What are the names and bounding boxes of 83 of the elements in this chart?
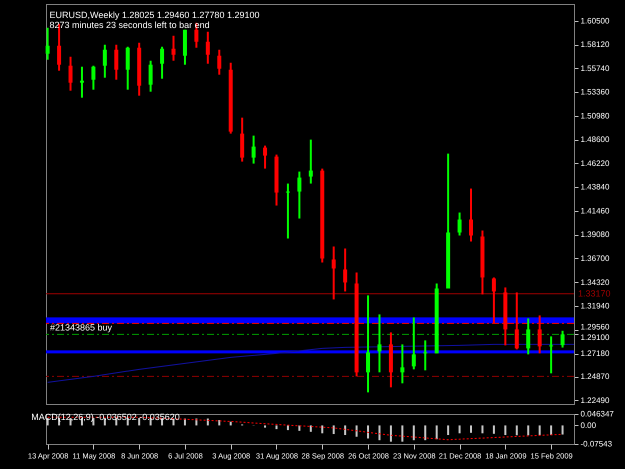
bar bbox=[470, 425, 472, 433]
bar bbox=[458, 425, 461, 434]
candlestick bbox=[68, 56, 73, 92]
bar bbox=[550, 425, 552, 436]
bar bbox=[275, 425, 278, 430]
candlestick bbox=[469, 188, 474, 243]
candlestick bbox=[458, 212, 462, 237]
candlestick bbox=[160, 46, 164, 80]
y-tick-label: 1.50980 bbox=[580, 111, 610, 120]
y-tick-label: 1.31940 bbox=[580, 302, 610, 311]
bar bbox=[562, 425, 564, 435]
bar bbox=[390, 425, 392, 442]
y-tick-label: 1.41460 bbox=[580, 206, 610, 216]
bar bbox=[436, 425, 438, 440]
y-tick-label: 1.22490 bbox=[580, 396, 610, 405]
bar bbox=[424, 425, 426, 440]
bar bbox=[527, 425, 530, 436]
candlestick bbox=[343, 247, 348, 292]
bar bbox=[378, 425, 380, 440]
candlestick bbox=[377, 313, 382, 374]
ref-line-label: #21343865 buy bbox=[50, 322, 113, 332]
y-tick-label: 1.53360 bbox=[580, 88, 610, 97]
candlestick bbox=[366, 294, 370, 394]
candlestick bbox=[206, 30, 210, 65]
bar bbox=[218, 420, 220, 426]
bar bbox=[481, 425, 484, 434]
candlestick bbox=[252, 134, 256, 165]
candlestick bbox=[560, 330, 565, 349]
y-tick-label: 1.24870 bbox=[580, 372, 610, 382]
candlestick bbox=[308, 138, 313, 185]
bar bbox=[356, 425, 358, 437]
candlestick bbox=[263, 144, 268, 170]
y-tick-label: 1.58120 bbox=[580, 40, 610, 50]
y-tick-label: 1.46220 bbox=[580, 158, 610, 168]
candlestick bbox=[400, 343, 404, 384]
y-tick-label: 1.29560 bbox=[580, 322, 610, 332]
bar bbox=[401, 425, 404, 442]
y-tick-label: 0.00 bbox=[580, 420, 597, 430]
candlestick bbox=[549, 335, 554, 374]
bar bbox=[447, 425, 450, 436]
bar bbox=[492, 425, 495, 434]
candlestick bbox=[114, 44, 118, 81]
y-tick-label: 1.39080 bbox=[580, 230, 610, 240]
candlestick bbox=[217, 48, 222, 76]
bar bbox=[412, 425, 415, 440]
candlestick bbox=[80, 66, 84, 99]
candlestick bbox=[240, 116, 244, 163]
bar bbox=[310, 425, 312, 432]
bar bbox=[538, 425, 541, 436]
bar bbox=[230, 422, 232, 426]
bar bbox=[516, 425, 518, 436]
y-tick-label: 1.27180 bbox=[580, 349, 610, 358]
bar bbox=[344, 425, 346, 436]
y-tick-label: 1.55740 bbox=[580, 64, 610, 73]
y-tick-label: 1.34320 bbox=[580, 278, 610, 287]
y-tick-label: 1.29100 bbox=[580, 332, 610, 342]
bar bbox=[298, 425, 300, 431]
candlestick bbox=[423, 339, 428, 372]
y-tick-label: 1.60500 bbox=[580, 16, 610, 26]
candlestick bbox=[332, 245, 336, 300]
bar bbox=[286, 425, 289, 430]
candlestick bbox=[46, 26, 50, 61]
bar bbox=[321, 425, 324, 434]
candlestick bbox=[526, 317, 530, 356]
candlestick bbox=[102, 44, 107, 79]
candlestick bbox=[286, 182, 290, 240]
bar bbox=[504, 425, 506, 436]
candlestick bbox=[148, 60, 153, 93]
y-tick-label: 1.36700 bbox=[580, 254, 610, 263]
line-series bbox=[47, 344, 574, 383]
candlestick bbox=[91, 64, 96, 91]
bar bbox=[367, 425, 370, 438]
candlestick bbox=[172, 34, 176, 62]
ref-line-label: 1.33170 bbox=[578, 288, 611, 299]
y-tick-label: 0.046347 bbox=[580, 410, 614, 418]
y-tick-label: -0.07543 bbox=[580, 440, 613, 448]
candlestick bbox=[297, 170, 302, 220]
candlestick bbox=[126, 46, 130, 91]
y-tick-label: 1.48600 bbox=[580, 135, 610, 144]
candlestick bbox=[412, 316, 416, 370]
bar bbox=[332, 425, 335, 434]
y-tick-label: 1.43840 bbox=[580, 182, 610, 192]
text: EURUSD,Weekly 1.28025 1.29460 1.27780 1.29100 bbox=[50, 10, 260, 20]
